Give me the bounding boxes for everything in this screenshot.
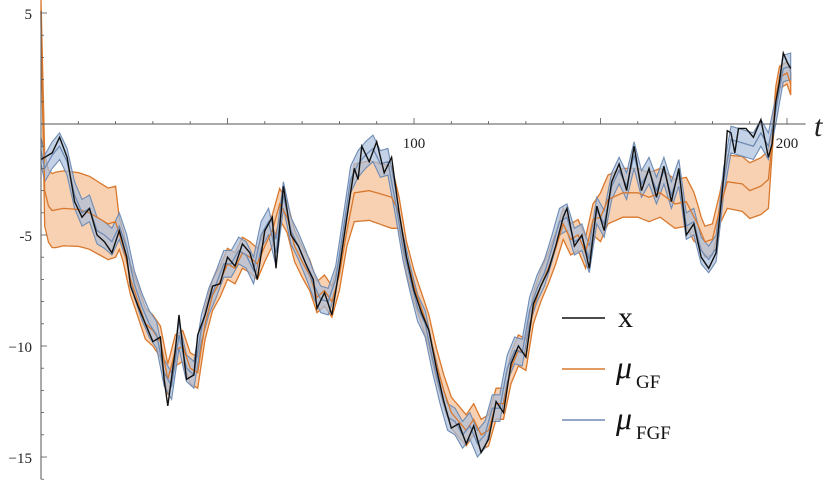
y-tick-label: −10 — [9, 340, 32, 356]
legend-entry-gf: μ GF — [562, 349, 660, 393]
x-tick-label: 100 — [403, 136, 426, 152]
legend-sub-fgf: FGF — [636, 423, 671, 444]
legend: x μ GF μ FGF — [562, 301, 671, 444]
fgf-mean-line — [40, 65, 791, 445]
y-tick-label: -5 — [20, 229, 33, 245]
fgf-confidence-band — [40, 52, 792, 459]
legend-entry-x: x — [562, 301, 633, 334]
plot-area — [40, 0, 792, 459]
y-axis: 5 -5 −10 −15 — [9, 7, 47, 480]
x-axis: 100 200 t — [41, 110, 823, 152]
y-tick-label: 5 — [25, 7, 33, 23]
x-axis-title: t — [814, 110, 823, 143]
gf-mean-line — [40, 10, 792, 436]
y-tick-label: −15 — [9, 451, 32, 467]
legend-entry-fgf: μ FGF — [562, 400, 671, 444]
legend-label-gf: μ — [615, 349, 632, 385]
x-ticks: 100 200 — [77, 118, 799, 152]
x-tick-label: 200 — [776, 136, 799, 152]
legend-label-fgf: μ — [615, 400, 632, 436]
legend-sub-gf: GF — [636, 372, 660, 393]
y-ticks: 5 -5 −10 −15 — [9, 7, 47, 480]
legend-label-x: x — [618, 301, 633, 334]
gf-confidence-band — [40, 0, 792, 452]
x-series-line — [40, 50, 792, 455]
